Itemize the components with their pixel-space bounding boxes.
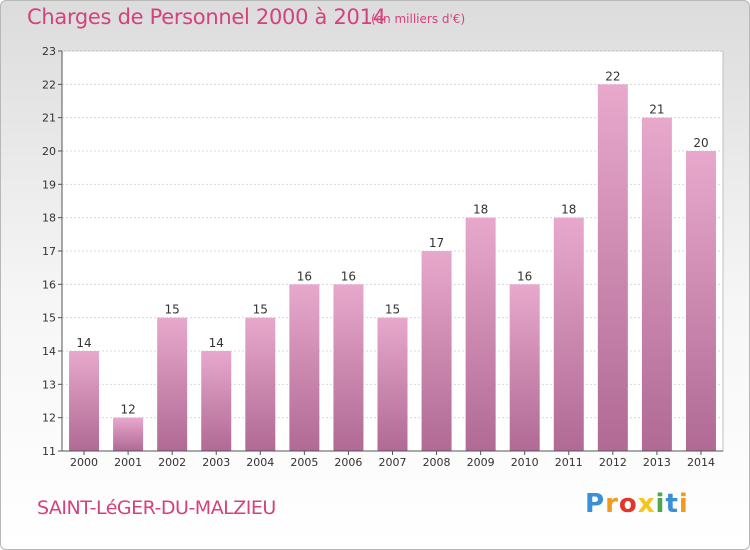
bar-2008 bbox=[421, 251, 452, 451]
bar-2007 bbox=[377, 317, 408, 451]
commune-name: SAINT-LéGER-DU-MALZIEU bbox=[37, 497, 276, 519]
bar-value-label: 16 bbox=[517, 269, 532, 283]
bars: 14 12 15 14 15 16 16 15 17 18 16 18 22 21 20 bbox=[69, 69, 716, 452]
logo-letter: P bbox=[585, 489, 606, 519]
y-tick-label: 13 bbox=[42, 378, 56, 391]
bar-value-label: 22 bbox=[605, 69, 620, 83]
bar-value-label: 20 bbox=[693, 136, 708, 150]
y-tick-label: 12 bbox=[42, 412, 56, 425]
y-tick-label: 18 bbox=[42, 212, 56, 225]
y-axis: 11 12 13 14 15 16 17 18 19 20 21 22 23 bbox=[42, 45, 63, 458]
x-tick-label: 2008 bbox=[423, 456, 451, 469]
y-tick-label: 14 bbox=[42, 345, 56, 358]
bar-value-label: 12 bbox=[120, 403, 135, 417]
bar-value-label: 15 bbox=[385, 303, 400, 317]
y-tick-label: 20 bbox=[42, 145, 56, 158]
x-tick-label: 2007 bbox=[379, 456, 407, 469]
bar-2000 bbox=[69, 351, 100, 451]
bar-2014 bbox=[685, 151, 716, 451]
bar-2010 bbox=[509, 284, 540, 451]
bar-value-label: 18 bbox=[561, 203, 576, 217]
x-tick-label: 2004 bbox=[246, 456, 274, 469]
proxiti-logo[interactable]: Proxiti bbox=[585, 489, 689, 519]
x-tick-label: 2005 bbox=[290, 456, 318, 469]
chart-title: Charges de Personnel 2000 à 2014 bbox=[27, 5, 386, 29]
y-tick-label: 11 bbox=[42, 445, 56, 458]
logo-letter: o bbox=[618, 489, 638, 519]
bar-value-label: 17 bbox=[429, 236, 444, 250]
bar-2001 bbox=[113, 417, 144, 451]
bar-2006 bbox=[333, 284, 364, 451]
logo-letter: x bbox=[637, 489, 656, 519]
y-tick-label: 17 bbox=[42, 245, 56, 258]
x-tick-label: 2010 bbox=[511, 456, 539, 469]
bar-value-label: 15 bbox=[165, 303, 180, 317]
y-tick-label: 16 bbox=[42, 278, 56, 291]
bar-2011 bbox=[553, 217, 584, 451]
x-tick-label: 2014 bbox=[687, 456, 715, 469]
bar-2013 bbox=[641, 117, 672, 452]
logo-letter: i bbox=[655, 489, 666, 519]
bar-value-label: 16 bbox=[297, 269, 312, 283]
x-tick-label: 2009 bbox=[467, 456, 495, 469]
x-tick-label: 2001 bbox=[114, 456, 142, 469]
chart-subtitle: (en milliers d'€) bbox=[371, 12, 466, 26]
bar-2004 bbox=[245, 317, 276, 451]
bar-value-label: 16 bbox=[341, 269, 356, 283]
bar-2003 bbox=[201, 351, 232, 451]
bar-value-label: 18 bbox=[473, 203, 488, 217]
y-tick-label: 23 bbox=[42, 45, 56, 58]
x-tick-label: 2006 bbox=[334, 456, 362, 469]
x-tick-label: 2002 bbox=[158, 456, 186, 469]
bar-2002 bbox=[157, 317, 188, 451]
bar-2009 bbox=[465, 217, 496, 451]
bar-value-label: 21 bbox=[649, 103, 664, 117]
x-tick-label: 2011 bbox=[555, 456, 583, 469]
bar-value-label: 14 bbox=[76, 336, 91, 350]
x-tick-label: 2003 bbox=[202, 456, 230, 469]
y-tick-label: 21 bbox=[42, 112, 56, 125]
logo-letter: r bbox=[605, 489, 619, 519]
x-tick-label: 2012 bbox=[599, 456, 627, 469]
logo-letter: t bbox=[665, 489, 679, 519]
logo-letter: i bbox=[678, 489, 689, 519]
x-tick-label: 2013 bbox=[643, 456, 671, 469]
y-tick-label: 15 bbox=[42, 312, 56, 325]
y-tick-label: 19 bbox=[42, 178, 56, 191]
bar-value-label: 14 bbox=[209, 336, 224, 350]
bar-2005 bbox=[289, 284, 320, 451]
bar-2012 bbox=[597, 84, 628, 451]
y-tick-label: 22 bbox=[42, 78, 56, 91]
x-axis: 2000 2001 2002 2003 2004 2005 2006 2007 2008 2009… bbox=[62, 450, 723, 469]
bar-value-label: 15 bbox=[253, 303, 268, 317]
x-tick-label: 2000 bbox=[70, 456, 98, 469]
